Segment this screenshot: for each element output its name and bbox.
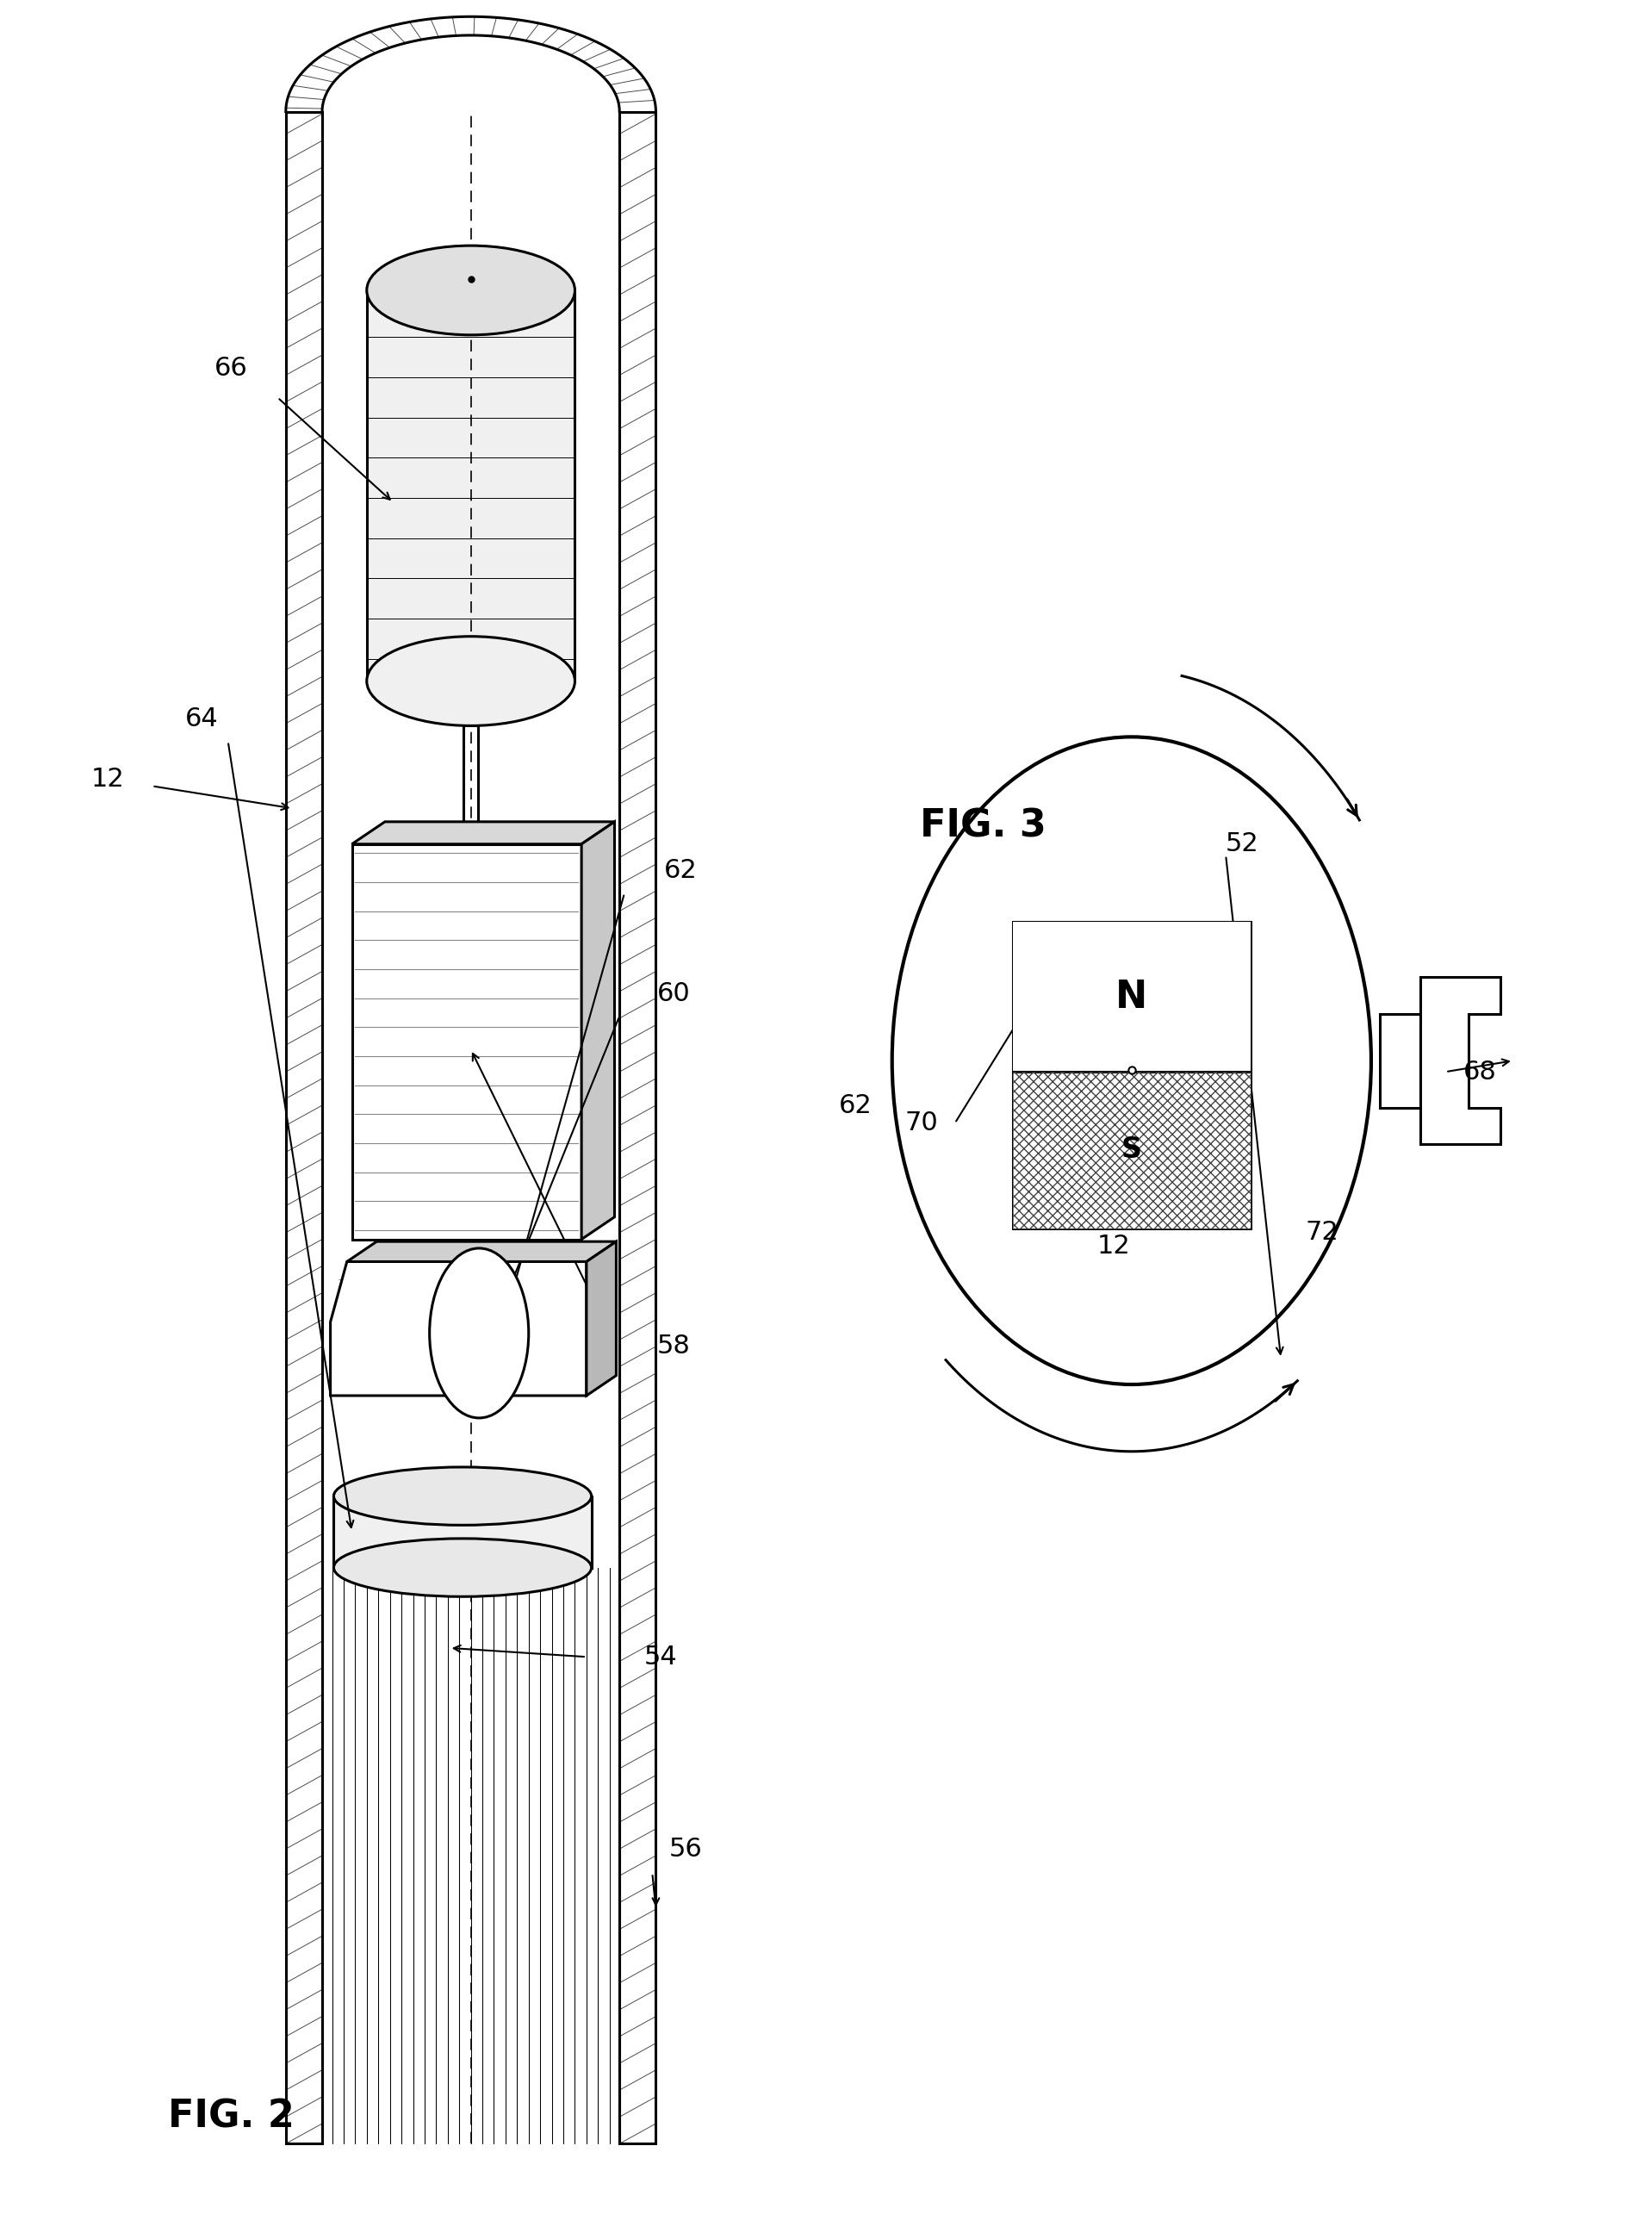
Bar [1013, 1072, 1251, 1228]
Polygon shape [347, 1242, 616, 1262]
Text: 66: 66 [215, 355, 248, 382]
Polygon shape [1421, 978, 1500, 1143]
Ellipse shape [334, 1467, 591, 1525]
Text: FIG. 2: FIG. 2 [169, 2099, 294, 2135]
Polygon shape [586, 1242, 616, 1396]
Bar [334, 1496, 591, 1568]
Ellipse shape [334, 1539, 591, 1597]
Text: 68: 68 [1464, 1058, 1497, 1085]
Bar [367, 290, 575, 681]
Text: 62: 62 [664, 857, 697, 884]
Text: 54: 54 [644, 1643, 677, 1670]
Ellipse shape [367, 246, 575, 335]
Text: 12: 12 [91, 766, 124, 793]
Text: S: S [1122, 1137, 1142, 1163]
Text: FIG. 3: FIG. 3 [920, 808, 1046, 844]
Polygon shape [330, 1262, 586, 1396]
Text: 62: 62 [839, 1092, 872, 1119]
Ellipse shape [892, 737, 1371, 1384]
Bar [1013, 922, 1251, 1072]
Text: 64: 64 [185, 706, 218, 732]
Text: 60: 60 [657, 980, 691, 1007]
Bar [620, 112, 656, 2144]
Text: 70: 70 [905, 1110, 938, 1137]
Bar [286, 112, 322, 2144]
Text: 72: 72 [1305, 1219, 1338, 1246]
Text: 58: 58 [657, 1333, 691, 1360]
Bar [1013, 1072, 1251, 1228]
Bar [1013, 922, 1251, 1228]
Polygon shape [582, 822, 615, 1239]
Ellipse shape [430, 1248, 529, 1418]
Bar [463, 726, 479, 844]
Ellipse shape [367, 636, 575, 726]
Text: 56: 56 [669, 1836, 702, 1862]
Text: 12: 12 [1097, 1233, 1130, 1259]
Bar [352, 844, 582, 1239]
Text: N: N [1115, 978, 1148, 1016]
Polygon shape [1379, 1014, 1421, 1108]
Polygon shape [352, 822, 615, 844]
Text: 52: 52 [1226, 831, 1259, 857]
